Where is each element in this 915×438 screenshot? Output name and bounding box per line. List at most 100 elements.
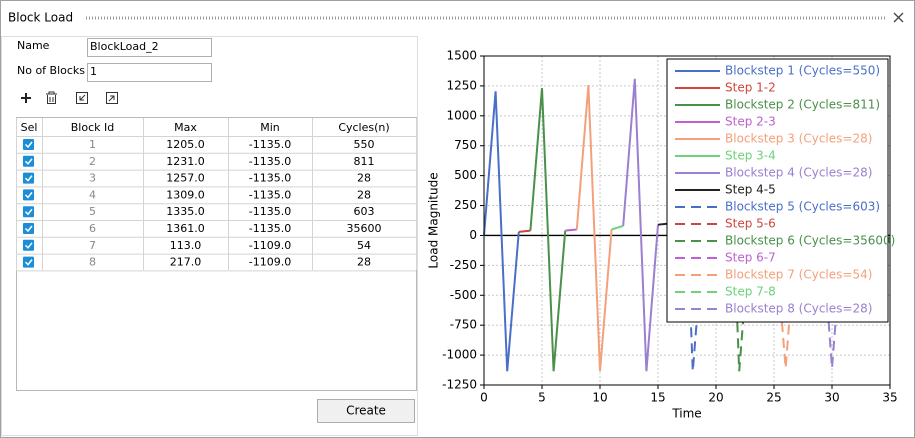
checkmark (24, 259, 33, 266)
series-line (611, 224, 624, 231)
legend-label: Blockstep 3 (Cycles=28) (725, 132, 872, 146)
legend-label: Blockstep 8 (Cycles=28) (725, 302, 872, 316)
table-cell: 603 (354, 205, 375, 218)
column-header: Min (260, 121, 280, 134)
y-tick-label: 0 (469, 228, 477, 242)
create-button[interactable] (317, 399, 415, 423)
x-tick-label: 0 (480, 391, 488, 405)
y-axis-label: Load Magnitude (427, 172, 441, 268)
table-cell: 35600 (347, 222, 382, 235)
series-line (518, 229, 531, 233)
table-cell: 811 (354, 155, 375, 168)
series-line (575, 84, 613, 372)
table-cell: -1135.0 (249, 205, 291, 218)
row-checkbox[interactable] (23, 239, 34, 251)
y-tick-label: -750 (450, 318, 477, 332)
legend-label: Blockstep 7 (Cycles=54) (725, 268, 872, 282)
row-checkbox[interactable] (23, 189, 34, 201)
blocks-label: No of Blocks (17, 64, 85, 77)
x-tick-label: 35 (882, 391, 897, 405)
checkmark (24, 208, 33, 216)
legend-label: Step 1-2 (725, 81, 776, 95)
blocks-input[interactable] (87, 63, 212, 82)
column-header: Block Id (71, 121, 114, 134)
legend-label: Step 4-5 (725, 183, 776, 197)
column-header: Sel (21, 121, 38, 134)
table-cell: 217.0 (170, 256, 202, 269)
y-tick-label: -1000 (442, 348, 477, 362)
close-button[interactable] (893, 12, 904, 23)
table-cell: 550 (354, 138, 375, 151)
table-cell: 28 (357, 256, 371, 269)
table-header (17, 118, 416, 136)
blocks-value: 1 (90, 65, 97, 78)
row-checkbox[interactable] (23, 139, 34, 150)
table-cell: 4 (89, 188, 96, 201)
left-panel (1, 36, 418, 436)
import-icon[interactable] (76, 92, 88, 104)
y-tick-label: -1250 (442, 378, 477, 392)
y-tick-label: 1250 (446, 78, 477, 92)
y-tick-label: -500 (450, 288, 477, 302)
table-cell: 1205.0 (166, 138, 205, 151)
window-title: Block Load (8, 11, 73, 25)
legend-label: Blockstep 4 (Cycles=28) (725, 166, 872, 180)
row-checkbox[interactable] (23, 256, 34, 268)
table-cell: -1109.0 (249, 239, 291, 252)
table-cell: -1135.0 (249, 188, 291, 201)
checkmark (24, 225, 33, 233)
series-line (529, 88, 567, 372)
series-line (565, 228, 577, 232)
table-cell: 54 (357, 239, 371, 252)
export-icon[interactable] (106, 92, 118, 104)
column-header: Max (174, 121, 197, 134)
checkmark (24, 191, 33, 199)
x-tick-label: 10 (592, 391, 607, 405)
table-cell: 1231.0 (166, 155, 205, 168)
y-tick-label: 1500 (446, 49, 477, 63)
table-cell: 113.0 (170, 239, 202, 252)
create-button-label: Create (346, 404, 386, 418)
table-cell: -1135.0 (249, 222, 291, 235)
checkmark (24, 175, 33, 182)
table-cell: 1309.0 (166, 188, 205, 201)
row-checkbox[interactable] (23, 206, 34, 218)
legend-label: Step 6-7 (725, 251, 776, 265)
add-icon[interactable] (21, 93, 31, 103)
name-input[interactable] (87, 38, 212, 57)
plot-frame (483, 55, 891, 386)
y-tick-label: 500 (454, 168, 477, 182)
table-cell: 5 (89, 205, 96, 218)
legend-label: Blockstep 6 (Cycles=35600) (725, 234, 895, 248)
table-cell: -1135.0 (249, 155, 291, 168)
table-cell: 1361.0 (166, 222, 205, 235)
row-checkbox[interactable] (23, 172, 34, 184)
delete-icon[interactable] (46, 91, 57, 104)
table-cell: -1135.0 (249, 138, 291, 151)
legend-label: Step 7-8 (725, 285, 776, 299)
table-cell: 28 (357, 172, 371, 185)
y-tick-label: 1000 (446, 108, 477, 122)
table-cell: 8 (89, 256, 96, 269)
checkmark (24, 158, 33, 165)
table-cell: 1335.0 (166, 205, 205, 218)
name-label: Name (17, 39, 50, 52)
y-tick-label: 250 (454, 198, 477, 212)
table-cell: 7 (89, 239, 96, 252)
legend-label: Blockstep 5 (Cycles=603) (725, 200, 880, 214)
y-tick-label: 750 (454, 138, 477, 152)
table-cell: 2 (89, 155, 96, 168)
row-checkbox[interactable] (23, 223, 34, 234)
legend-label: Blockstep 2 (Cycles=811) (725, 98, 880, 112)
checkmark (24, 141, 33, 149)
y-tick-label: -250 (450, 258, 477, 272)
checkmark (24, 242, 33, 249)
row-checkbox[interactable] (23, 155, 34, 167)
column-header: Cycles(n) (338, 121, 389, 134)
x-tick-label: 5 (538, 391, 546, 405)
table-cell: 6 (89, 222, 96, 235)
x-tick-label: 30 (824, 391, 839, 405)
legend-label: Step 3-4 (725, 149, 776, 163)
